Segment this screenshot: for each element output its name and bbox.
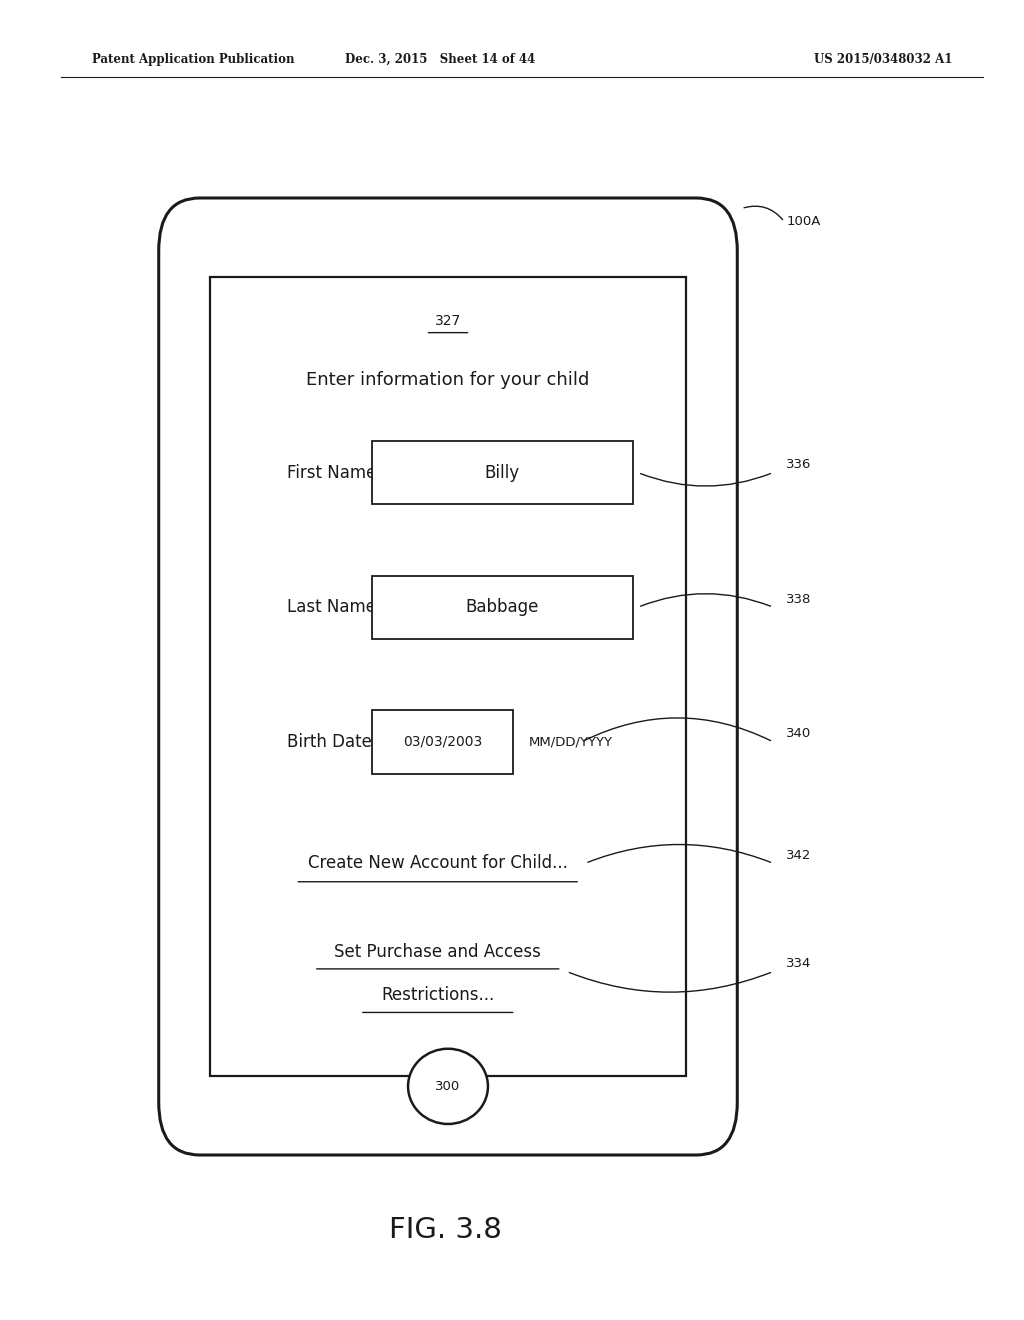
Text: 342: 342 [786,849,812,862]
Text: Last Name: Last Name [287,598,376,616]
Text: 03/03/2003: 03/03/2003 [402,735,482,748]
Text: Billy: Billy [484,463,520,482]
FancyBboxPatch shape [372,576,633,639]
Text: 338: 338 [786,593,812,606]
Text: 300: 300 [435,1080,461,1093]
Text: Enter information for your child: Enter information for your child [306,371,590,389]
FancyBboxPatch shape [372,441,633,504]
Text: Create New Account for Child...: Create New Account for Child... [308,854,567,873]
Text: 340: 340 [786,727,812,741]
FancyBboxPatch shape [159,198,737,1155]
Text: Dec. 3, 2015   Sheet 14 of 44: Dec. 3, 2015 Sheet 14 of 44 [345,53,536,66]
Text: Patent Application Publication: Patent Application Publication [92,53,295,66]
Text: US 2015/0348032 A1: US 2015/0348032 A1 [814,53,952,66]
Text: Birth Date: Birth Date [287,733,372,751]
Ellipse shape [408,1048,487,1125]
Text: FIG. 3.8: FIG. 3.8 [389,1216,502,1245]
Text: 327: 327 [435,314,461,327]
Text: Restrictions...: Restrictions... [381,986,495,1005]
Text: First Name: First Name [287,463,376,482]
Text: Set Purchase and Access: Set Purchase and Access [334,942,542,961]
FancyBboxPatch shape [210,277,686,1076]
Text: 336: 336 [786,458,812,471]
Text: MM/DD/YYYY: MM/DD/YYYY [528,735,612,748]
Text: 334: 334 [786,957,812,970]
Text: Babbage: Babbage [466,598,539,616]
FancyBboxPatch shape [372,710,513,774]
Text: 100A: 100A [786,215,821,228]
